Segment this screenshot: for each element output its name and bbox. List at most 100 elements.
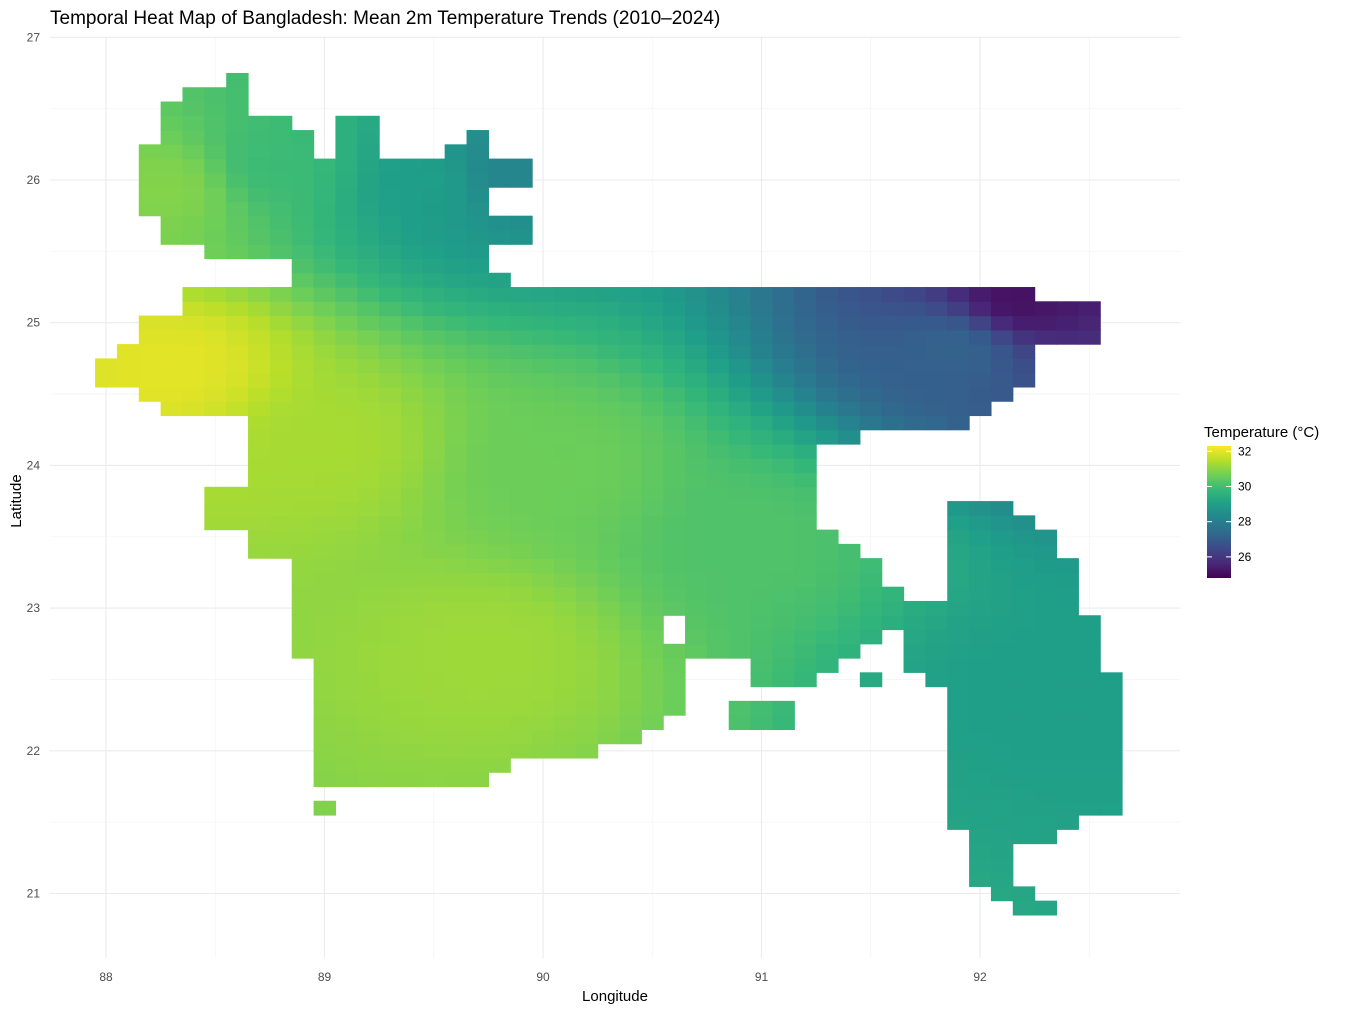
heatmap-cell [510, 301, 533, 317]
heatmap-cell [772, 344, 795, 359]
heatmap-cell [444, 700, 468, 716]
heatmap-cell [291, 458, 315, 474]
heatmap-cell [816, 600, 839, 616]
heatmap-cell [291, 558, 315, 574]
heatmap-cell [597, 329, 621, 345]
heatmap-cell [204, 358, 227, 374]
heatmap-cell [597, 586, 621, 602]
heatmap-cell [685, 344, 708, 359]
heatmap-cell [379, 543, 402, 559]
heatmap-cell [313, 315, 337, 331]
heatmap-cell [532, 429, 555, 445]
heatmap-cell [422, 344, 446, 359]
heatmap-cell [575, 615, 599, 631]
heatmap-cell [400, 772, 424, 788]
heatmap-cell [226, 158, 249, 174]
heatmap-cell [794, 572, 817, 588]
heatmap-cell [466, 715, 489, 730]
heatmap-cell [422, 429, 446, 445]
heatmap-cell [248, 443, 271, 459]
heatmap-cell [204, 187, 227, 203]
heatmap-cell [488, 301, 511, 317]
heatmap-cell [553, 743, 577, 759]
heatmap-cell [488, 743, 511, 759]
heatmap-cell [422, 729, 446, 745]
heatmap-cell [597, 515, 621, 531]
heatmap-cell [750, 629, 774, 645]
heatmap-cell [772, 586, 795, 602]
heatmap-cell [335, 515, 358, 531]
heatmap-cell [728, 515, 752, 531]
heatmap-cell [400, 572, 424, 588]
heatmap-cell [794, 529, 817, 545]
heatmap-cell [226, 301, 249, 317]
heatmap-cell [138, 372, 162, 388]
heatmap-cell [903, 315, 926, 331]
heatmap-cell [444, 458, 468, 474]
heatmap-cell [335, 144, 358, 160]
heatmap-cell [641, 700, 664, 716]
heatmap-cell [510, 700, 533, 716]
heatmap-cell [532, 344, 555, 359]
heatmap-cell [182, 329, 205, 345]
heatmap-cell [685, 458, 708, 474]
heatmap-cell [313, 729, 337, 745]
heatmap-cell [532, 686, 555, 702]
heatmap-cell [313, 600, 337, 616]
heatmap-cell [816, 643, 839, 659]
heatmap-cell [619, 401, 642, 417]
heatmap-cell [422, 172, 446, 188]
heatmap-cell [1012, 515, 1036, 531]
heatmap-cell [990, 372, 1014, 388]
heatmap-cell [706, 529, 730, 545]
heatmap-cell [313, 800, 337, 816]
heatmap-cell [357, 458, 380, 474]
heatmap-cell [160, 172, 184, 188]
heatmap-cell [1012, 815, 1036, 830]
heatmap-cell [553, 700, 577, 716]
heatmap-cell [532, 729, 555, 745]
heatmap-cell [444, 215, 468, 231]
heatmap-cell [990, 658, 1014, 673]
heatmap-cell [990, 558, 1014, 574]
heatmap-cell [750, 415, 774, 431]
heatmap-cell [947, 743, 970, 759]
heatmap-cell [488, 443, 511, 459]
heatmap-cell [641, 515, 664, 531]
heatmap-cell [379, 458, 402, 474]
heatmap-cell [925, 672, 948, 688]
heatmap-cell [379, 757, 402, 773]
heatmap-cell [532, 515, 555, 531]
heatmap-cell [444, 558, 468, 574]
heatmap-cell [379, 772, 402, 788]
heatmap-cell [510, 629, 533, 645]
heatmap-cell [291, 515, 315, 531]
heatmap-cell [553, 344, 577, 359]
heatmap-cell [466, 130, 489, 145]
heatmap-cell [663, 658, 686, 673]
heatmap-cell [837, 600, 861, 616]
heatmap-cell [400, 429, 424, 445]
heatmap-cell [728, 429, 752, 445]
heatmap-cell [510, 501, 533, 516]
heatmap-cell [422, 529, 446, 545]
heatmap-cell [947, 658, 970, 673]
heatmap-cell [969, 558, 992, 574]
heatmap-cell [291, 315, 315, 331]
y-tick-label: 25 [27, 316, 41, 330]
heatmap-cell [728, 715, 752, 730]
heatmap-cell [990, 672, 1014, 688]
heatmap-cell [379, 615, 402, 631]
heatmap-cell [488, 329, 511, 345]
heatmap-cell [248, 486, 271, 502]
heatmap-cell [837, 329, 861, 345]
heatmap-cell [444, 643, 468, 659]
heatmap-cell [488, 700, 511, 716]
heatmap-cell [444, 415, 468, 431]
heatmap-cell [1012, 344, 1036, 359]
heatmap-cell [422, 315, 446, 331]
heatmap-cell [1078, 301, 1101, 317]
heatmap-cell [182, 130, 205, 145]
heatmap-cell [357, 486, 380, 502]
heatmap-cell [772, 529, 795, 545]
